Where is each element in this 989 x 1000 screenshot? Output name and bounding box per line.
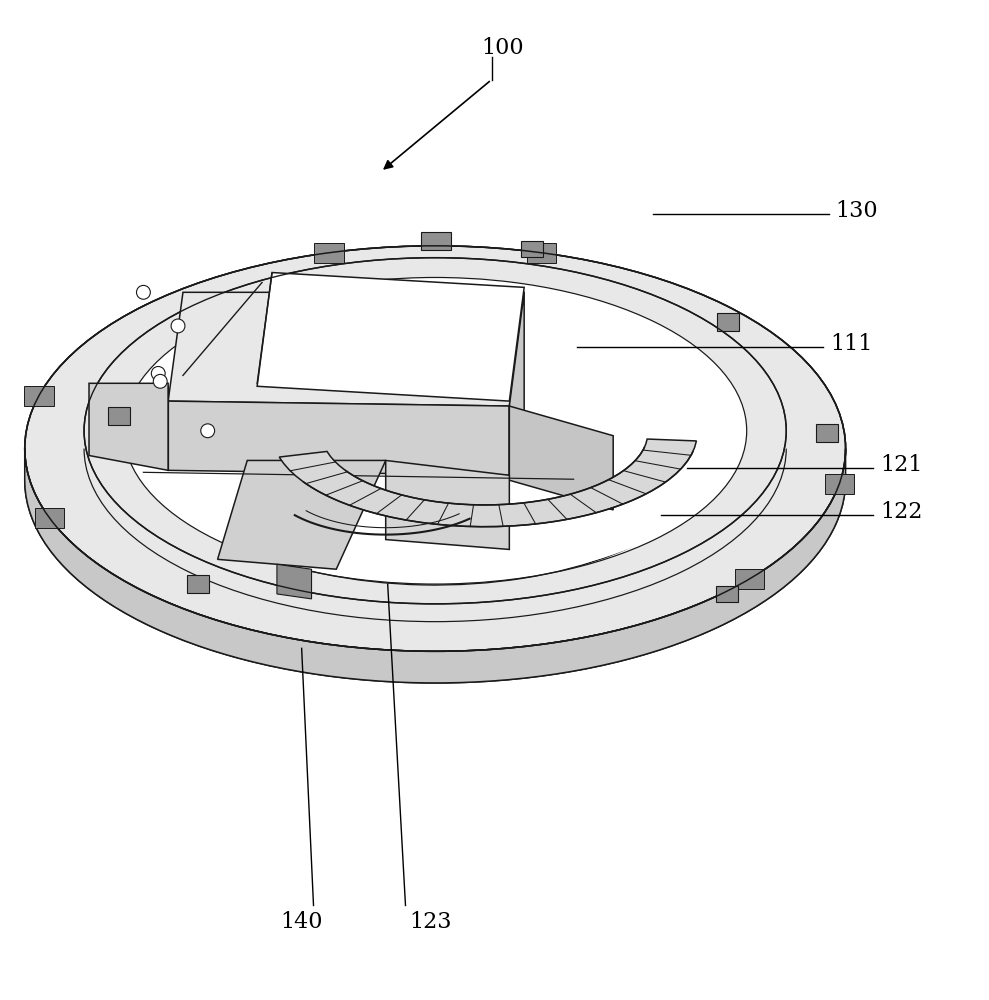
Ellipse shape xyxy=(126,279,745,582)
Circle shape xyxy=(153,374,167,388)
Ellipse shape xyxy=(25,277,846,683)
Polygon shape xyxy=(526,243,556,263)
Polygon shape xyxy=(386,460,509,549)
FancyBboxPatch shape xyxy=(421,232,451,250)
Text: 140: 140 xyxy=(281,911,322,933)
Polygon shape xyxy=(257,273,524,401)
Ellipse shape xyxy=(25,246,846,651)
Polygon shape xyxy=(735,569,764,589)
Polygon shape xyxy=(509,292,524,475)
Polygon shape xyxy=(89,383,168,470)
Circle shape xyxy=(171,319,185,333)
FancyBboxPatch shape xyxy=(521,241,543,257)
Polygon shape xyxy=(825,474,854,494)
Text: 100: 100 xyxy=(481,37,524,59)
Ellipse shape xyxy=(124,277,747,584)
FancyBboxPatch shape xyxy=(717,313,739,331)
Polygon shape xyxy=(315,243,344,263)
Circle shape xyxy=(201,424,215,438)
Polygon shape xyxy=(168,401,509,475)
FancyBboxPatch shape xyxy=(187,575,209,593)
Polygon shape xyxy=(24,386,53,406)
Text: 122: 122 xyxy=(880,501,923,523)
Polygon shape xyxy=(218,460,386,569)
Polygon shape xyxy=(509,406,613,510)
Text: 121: 121 xyxy=(880,454,923,476)
Polygon shape xyxy=(168,292,524,406)
Circle shape xyxy=(151,366,165,380)
Text: 130: 130 xyxy=(836,200,878,222)
Ellipse shape xyxy=(84,258,786,604)
FancyBboxPatch shape xyxy=(108,407,130,425)
Polygon shape xyxy=(35,508,64,528)
Polygon shape xyxy=(279,439,696,527)
Circle shape xyxy=(136,285,150,299)
Polygon shape xyxy=(277,564,312,599)
Text: 111: 111 xyxy=(831,333,873,355)
FancyBboxPatch shape xyxy=(716,586,738,602)
FancyBboxPatch shape xyxy=(816,424,838,442)
Polygon shape xyxy=(25,449,846,683)
Text: 123: 123 xyxy=(409,911,451,933)
